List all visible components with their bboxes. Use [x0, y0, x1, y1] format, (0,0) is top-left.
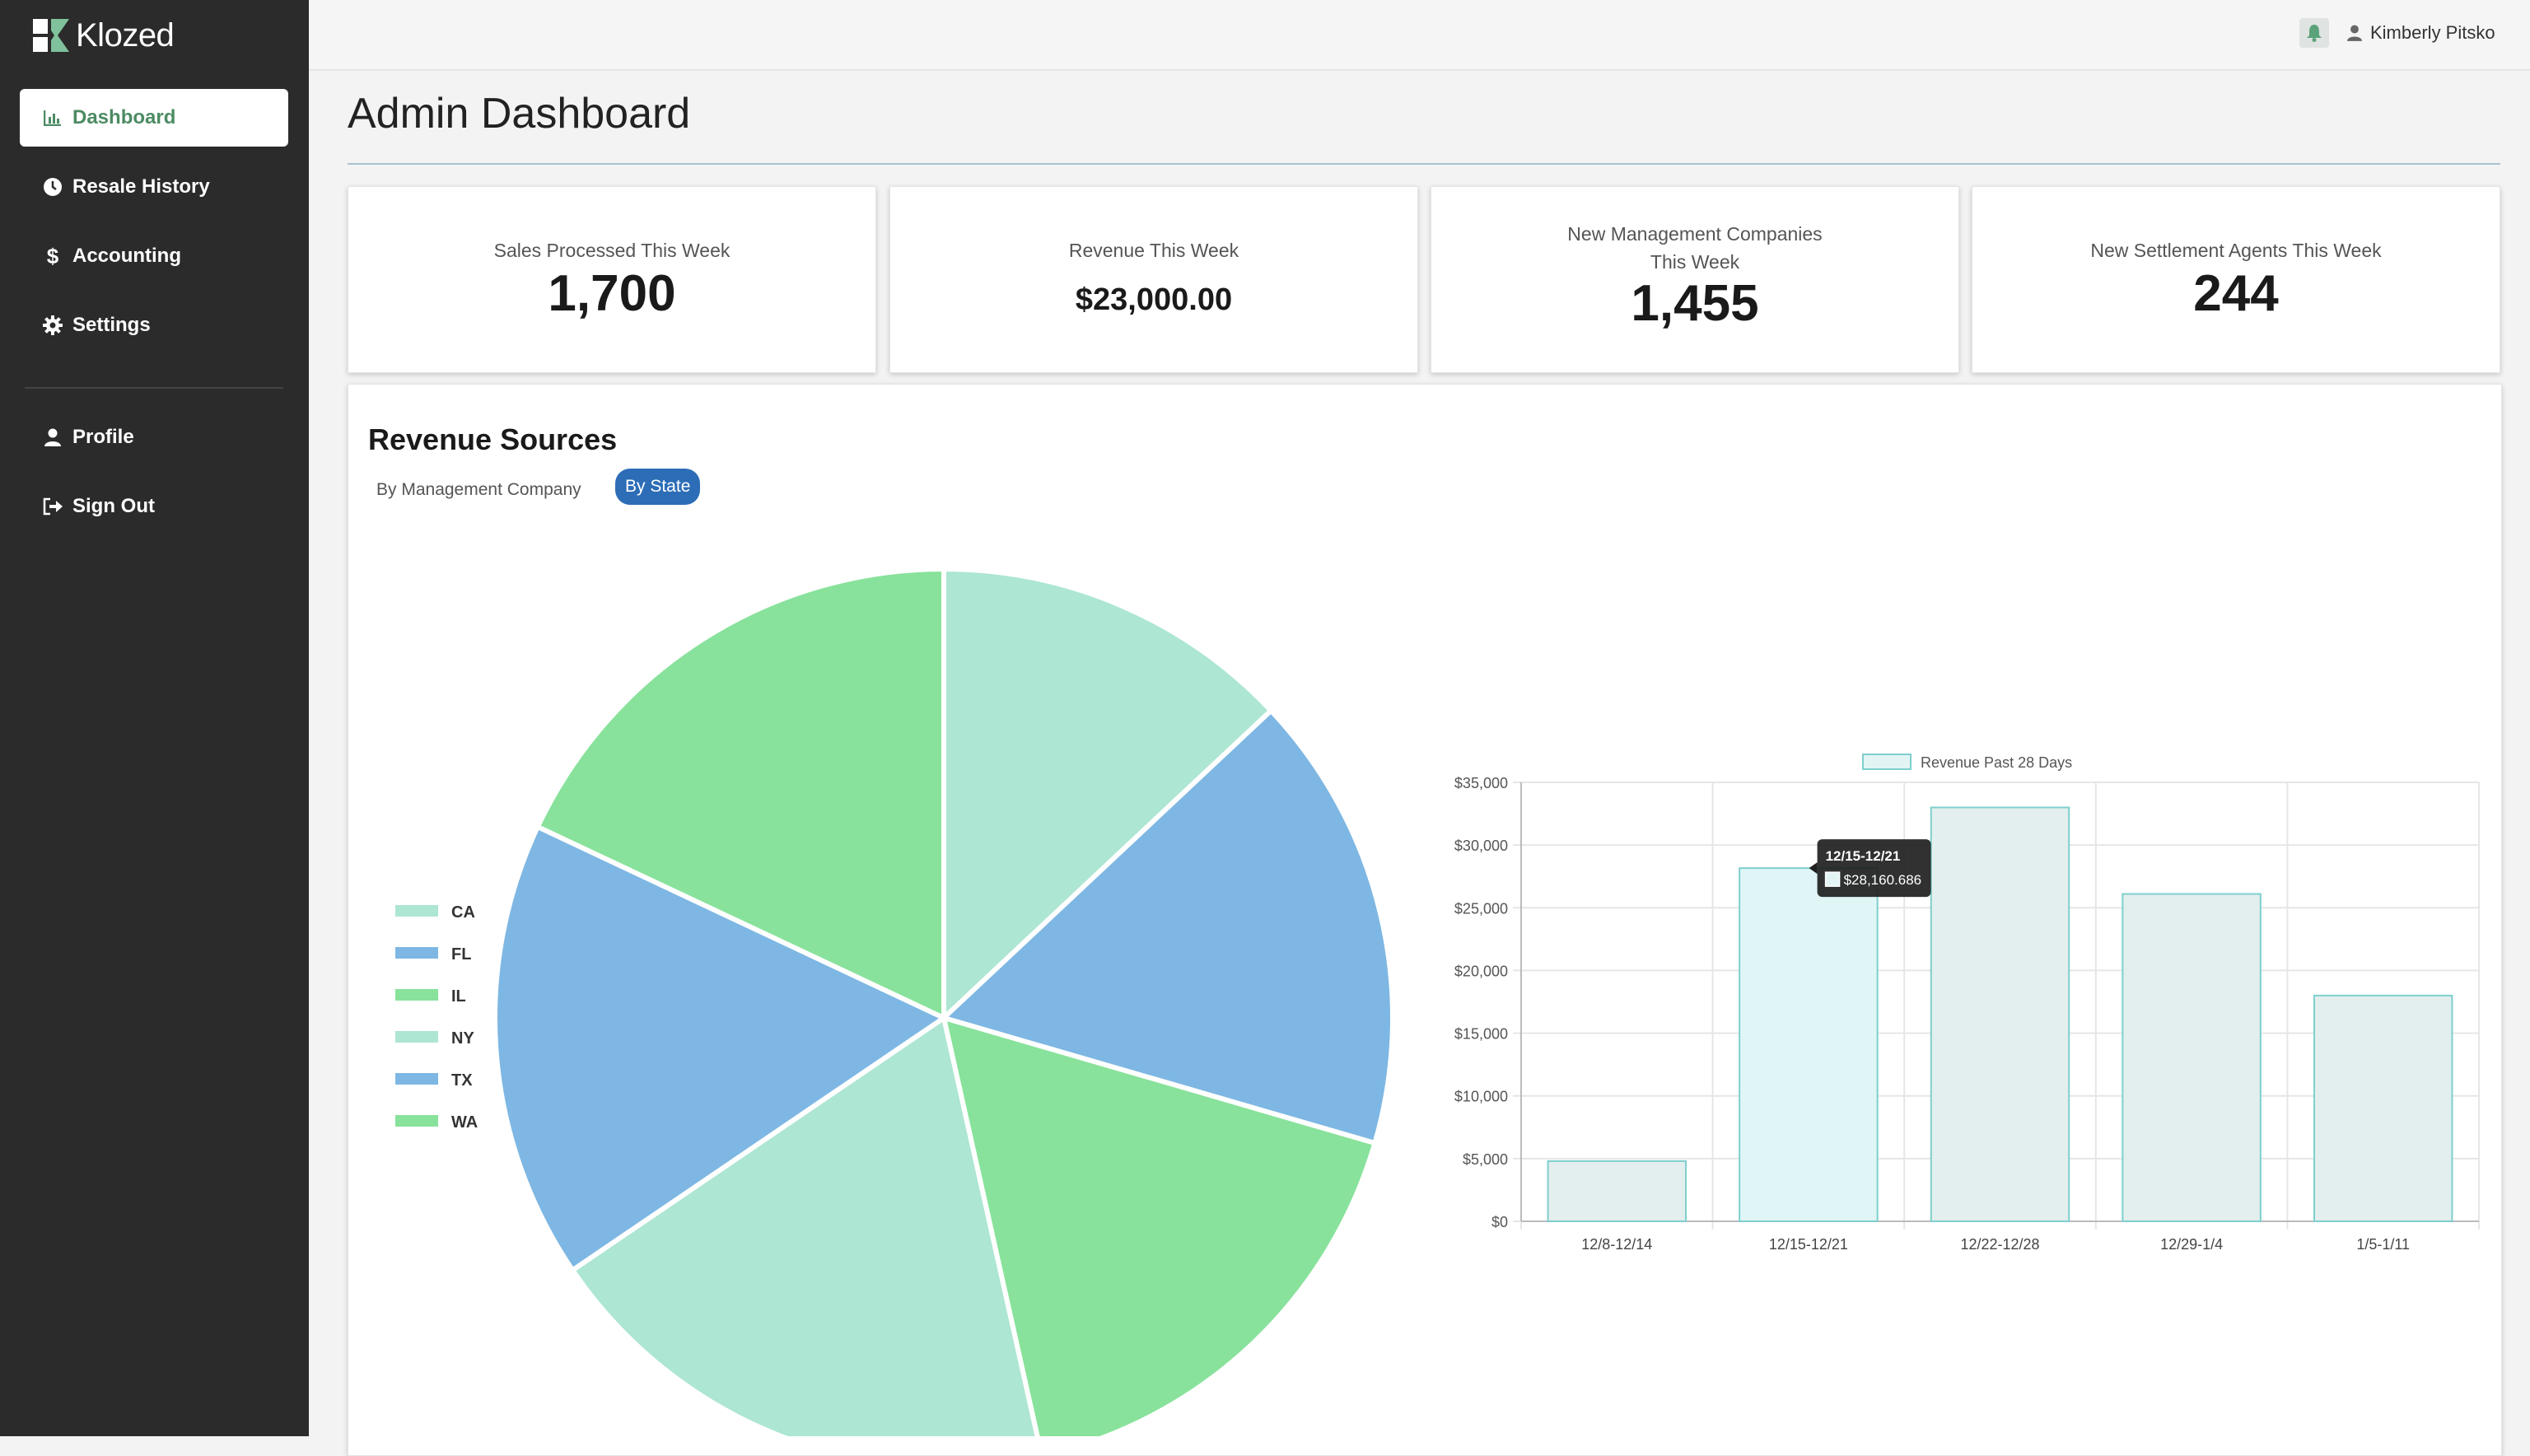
stat-value: $23,000.00 [1075, 282, 1233, 317]
sidebar-item-settings[interactable]: Settings [20, 296, 288, 354]
gear-icon [38, 315, 68, 335]
stat-card-revenue: Revenue This Week $23,000.00 [889, 186, 1418, 373]
sidebar-item-label: Dashboard [72, 106, 176, 128]
sidebar-item-profile[interactable]: Profile [20, 408, 288, 466]
user-icon [38, 428, 68, 446]
bar-chart-icon [38, 110, 68, 126]
panel-title: Revenue Sources [368, 422, 618, 456]
sidebar-item-dashboard[interactable]: Dashboard [20, 89, 288, 147]
stat-value: 244 [2193, 265, 2279, 322]
brand-name: Klozed [76, 16, 175, 54]
sidebar: Klozed Dashboard Resale History $ Accoun… [0, 0, 309, 1436]
revenue-sources-panel: Revenue Sources By Management Company By… [348, 384, 2502, 1456]
sign-out-icon [38, 497, 68, 516]
stat-value: 1,455 [1631, 275, 1759, 332]
stat-label: New Management Companies [1567, 223, 1823, 245]
sidebar-divider [25, 387, 283, 389]
sidebar-item-label: Settings [72, 314, 151, 336]
dollar-icon: $ [46, 243, 59, 268]
page-title: Admin Dashboard [348, 90, 691, 138]
brand-logo[interactable]: Klozed [33, 16, 175, 54]
stat-card-sales: Sales Processed This Week 1,700 [348, 186, 876, 373]
bell-icon [2307, 25, 2322, 42]
toggle-by-management-company[interactable]: By Management Company [376, 480, 581, 499]
stat-value: 1,700 [548, 265, 676, 322]
stat-card-management-companies: New Management Companies This Week 1,455 [1431, 186, 1959, 373]
notifications-button[interactable] [2299, 18, 2329, 48]
stat-label: Revenue This Week [1068, 240, 1239, 261]
user-menu[interactable]: Kimberly Pitsko [2347, 18, 2495, 48]
stat-label: New Settlement Agents This Week [2090, 240, 2382, 261]
title-divider [348, 163, 2500, 165]
sidebar-item-label: Resale History [72, 175, 210, 198]
sidebar-item-accounting[interactable]: $ Accounting [20, 227, 288, 285]
user-name: Kimberly Pitsko [2370, 22, 2495, 43]
top-bar [309, 0, 2530, 71]
sidebar-item-label: Accounting [72, 245, 181, 267]
sidebar-item-label: Profile [72, 426, 134, 448]
stat-card-settlement-agents: New Settlement Agents This Week 244 [1972, 186, 2500, 373]
clock-icon [38, 177, 68, 197]
stat-label-line-2: This Week [1650, 251, 1740, 273]
stat-label: Sales Processed This Week [493, 240, 731, 261]
sidebar-item-sign-out[interactable]: Sign Out [20, 478, 288, 535]
user-icon [2347, 25, 2362, 41]
klozed-logo-icon [33, 19, 69, 52]
sidebar-item-label: Sign Out [72, 495, 155, 517]
sidebar-item-resale-history[interactable]: Resale History [20, 158, 288, 216]
toggle-by-state[interactable]: By State [615, 469, 701, 505]
